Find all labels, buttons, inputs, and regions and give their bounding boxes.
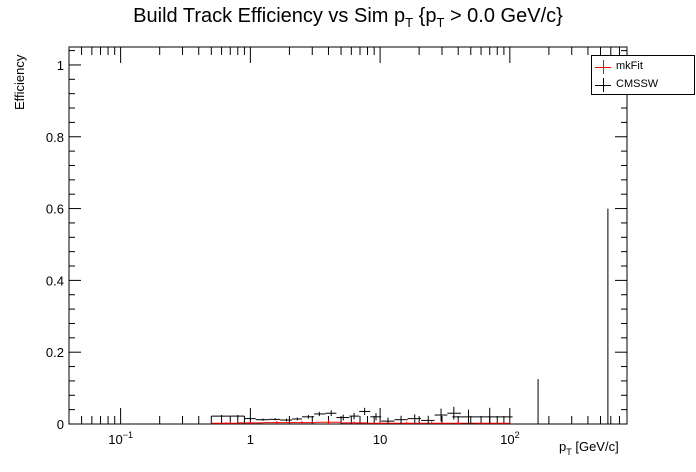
data-point — [262, 421, 290, 424]
plot-frame — [68, 46, 628, 425]
data-point — [341, 421, 368, 424]
chart-title: Build Track Efficiency vs Sim pT {pT > 0… — [133, 5, 563, 30]
data-point — [336, 414, 350, 421]
y-tick-label: 0.6 — [46, 202, 64, 217]
data-point — [349, 412, 360, 420]
data-point — [407, 414, 422, 423]
data-point — [434, 408, 448, 422]
x-tick-label: 102 — [500, 430, 519, 447]
y-tick-label: 1 — [57, 58, 64, 73]
data-point — [255, 418, 270, 421]
y-axis-label: Efficiency — [12, 54, 27, 110]
data-point — [244, 417, 256, 420]
data-point — [289, 421, 316, 424]
data-point — [419, 421, 446, 424]
data-point — [301, 415, 315, 419]
data-point — [325, 410, 337, 417]
legend-label: mkFit — [616, 60, 643, 72]
legend: mkFit CMSSW — [591, 55, 695, 95]
data-point — [392, 421, 420, 424]
y-axis: 0 0.2 0.4 0.6 0.8 1 — [46, 50, 627, 432]
legend-label: CMSSW — [616, 78, 659, 90]
data-point — [421, 415, 435, 424]
data-point — [367, 421, 393, 424]
data-point — [370, 413, 382, 421]
data-point — [445, 421, 471, 424]
data-point — [452, 407, 513, 424]
data-point — [315, 420, 342, 424]
x-tick-label: 1 — [247, 432, 254, 447]
y-tick-label: 0.2 — [46, 345, 64, 360]
data-series — [211, 208, 609, 425]
data-point — [359, 407, 371, 416]
data-point — [314, 411, 326, 417]
data-point — [237, 421, 263, 424]
series-mkfit — [211, 420, 510, 424]
legend-item-cmssw: CMSSW — [592, 76, 696, 94]
data-point — [230, 415, 245, 418]
y-tick-label: 0.8 — [46, 130, 64, 145]
data-point — [280, 418, 293, 422]
x-axis-label: pT [GeV/c] — [559, 439, 619, 457]
x-axis: 10−1 1 10 102 — [68, 47, 628, 447]
x-tick-label: 10−1 — [108, 430, 133, 447]
y-tick-label: 0.4 — [46, 273, 64, 288]
series-cmssw — [211, 208, 609, 425]
data-point — [211, 415, 231, 418]
data-point — [447, 406, 461, 420]
y-tick-label: 0 — [57, 417, 64, 432]
data-point — [269, 418, 281, 421]
cmssw-marker-icon — [594, 77, 612, 93]
mkfit-marker-icon — [594, 59, 612, 75]
legend-item-mkfit: mkFit — [592, 58, 696, 76]
data-point — [394, 415, 408, 424]
data-point — [381, 417, 395, 424]
data-point — [292, 417, 302, 421]
data-point — [211, 422, 238, 424]
x-tick-label: 10 — [373, 432, 387, 447]
